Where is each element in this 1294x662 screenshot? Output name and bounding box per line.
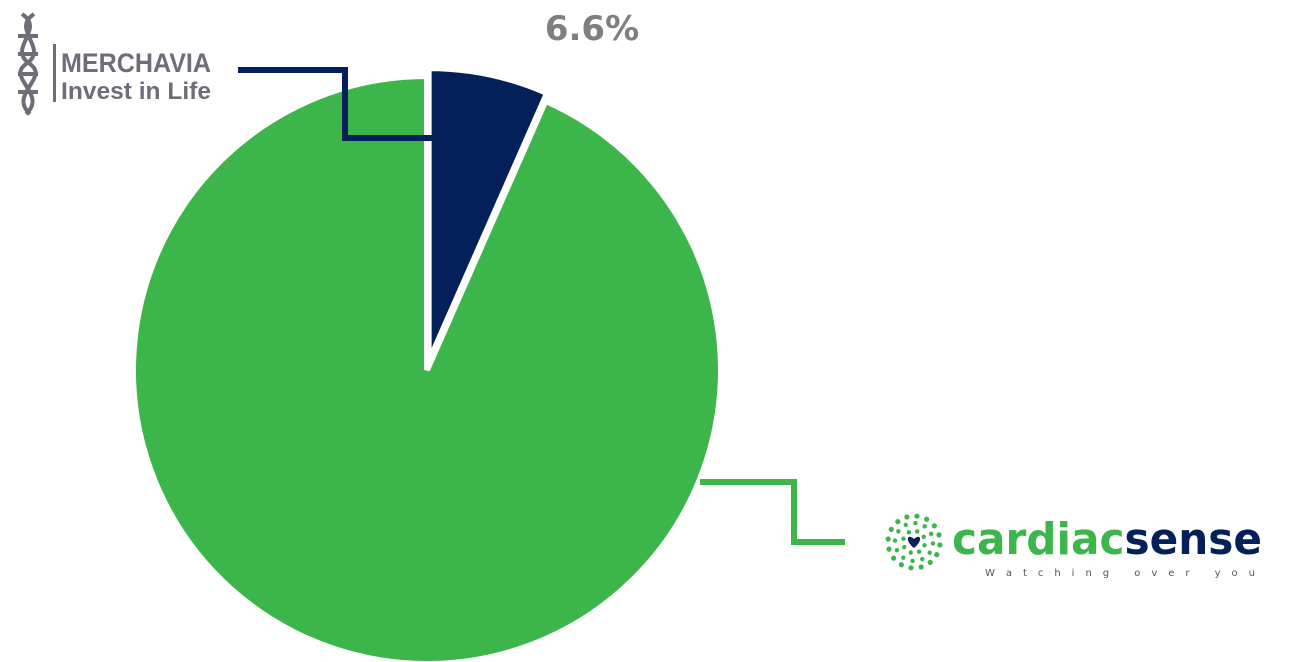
logo-dot (922, 524, 927, 529)
logo-dot (921, 534, 926, 540)
logo-dot (920, 556, 925, 562)
logo-dot (910, 558, 915, 564)
logo-dot (922, 543, 927, 548)
logo-dot (934, 552, 940, 558)
logo-dot (913, 520, 918, 526)
cardiacsense-logo: cardiacsense W a t c h i n g o v e r y o… (885, 513, 1262, 579)
data-label-merchavia: 6.6% (545, 9, 639, 49)
logo-dot (896, 529, 901, 534)
logo-dot (902, 544, 907, 550)
logo-dot (936, 532, 942, 538)
logo-dot (916, 549, 922, 554)
merchavia-divider (53, 44, 56, 102)
logo-dot (914, 513, 920, 519)
logo-dot (927, 550, 932, 555)
cardiacsense-word-part1: cardiac (952, 514, 1124, 565)
pie-slice-merchavia (425, 65, 552, 364)
dots-heart-icon (885, 513, 943, 571)
logo-dot (930, 541, 936, 546)
logo-dot (892, 538, 898, 543)
logo-dot (908, 550, 913, 555)
pie-slices (130, 65, 724, 662)
logo-dot (904, 514, 910, 520)
merchavia-name: MERCHAVIA (61, 48, 211, 78)
leader-line-merchavia (238, 67, 432, 141)
logo-dot (928, 531, 934, 536)
cardiacsense-tagline: W a t c h i n g o v e r y o u (985, 568, 1255, 579)
cardiacsense-word-part2: sense (1124, 514, 1262, 565)
logo-dot (915, 529, 920, 534)
merchavia-tagline: Invest in Life (61, 78, 211, 105)
logo-dot (937, 542, 943, 548)
cardiacsense-wordmark: cardiacsense (952, 514, 1262, 565)
logo-dot (898, 562, 904, 568)
logo-dot (903, 522, 908, 528)
pie-slice-cardiacsense (130, 72, 724, 662)
heart-icon (907, 536, 921, 548)
logo-dot (918, 564, 924, 570)
logo-dot (927, 559, 933, 565)
logo-dot (885, 536, 891, 542)
dna-helix-icon (18, 12, 38, 116)
logo-dot (894, 548, 900, 553)
logo-dot (888, 526, 894, 532)
logo-dot (908, 565, 914, 571)
logo-dot (895, 519, 901, 525)
logo-dot (891, 555, 897, 561)
merchavia-logo: MERCHAVIA Invest in Life (18, 12, 211, 116)
logo-dot (906, 530, 912, 535)
logo-dot (931, 523, 937, 529)
logo-dot (901, 536, 906, 541)
logo-dot (901, 555, 906, 560)
logo-dot (886, 546, 892, 552)
leader-line-cardiacsense (700, 479, 845, 545)
logo-dot (924, 516, 930, 522)
